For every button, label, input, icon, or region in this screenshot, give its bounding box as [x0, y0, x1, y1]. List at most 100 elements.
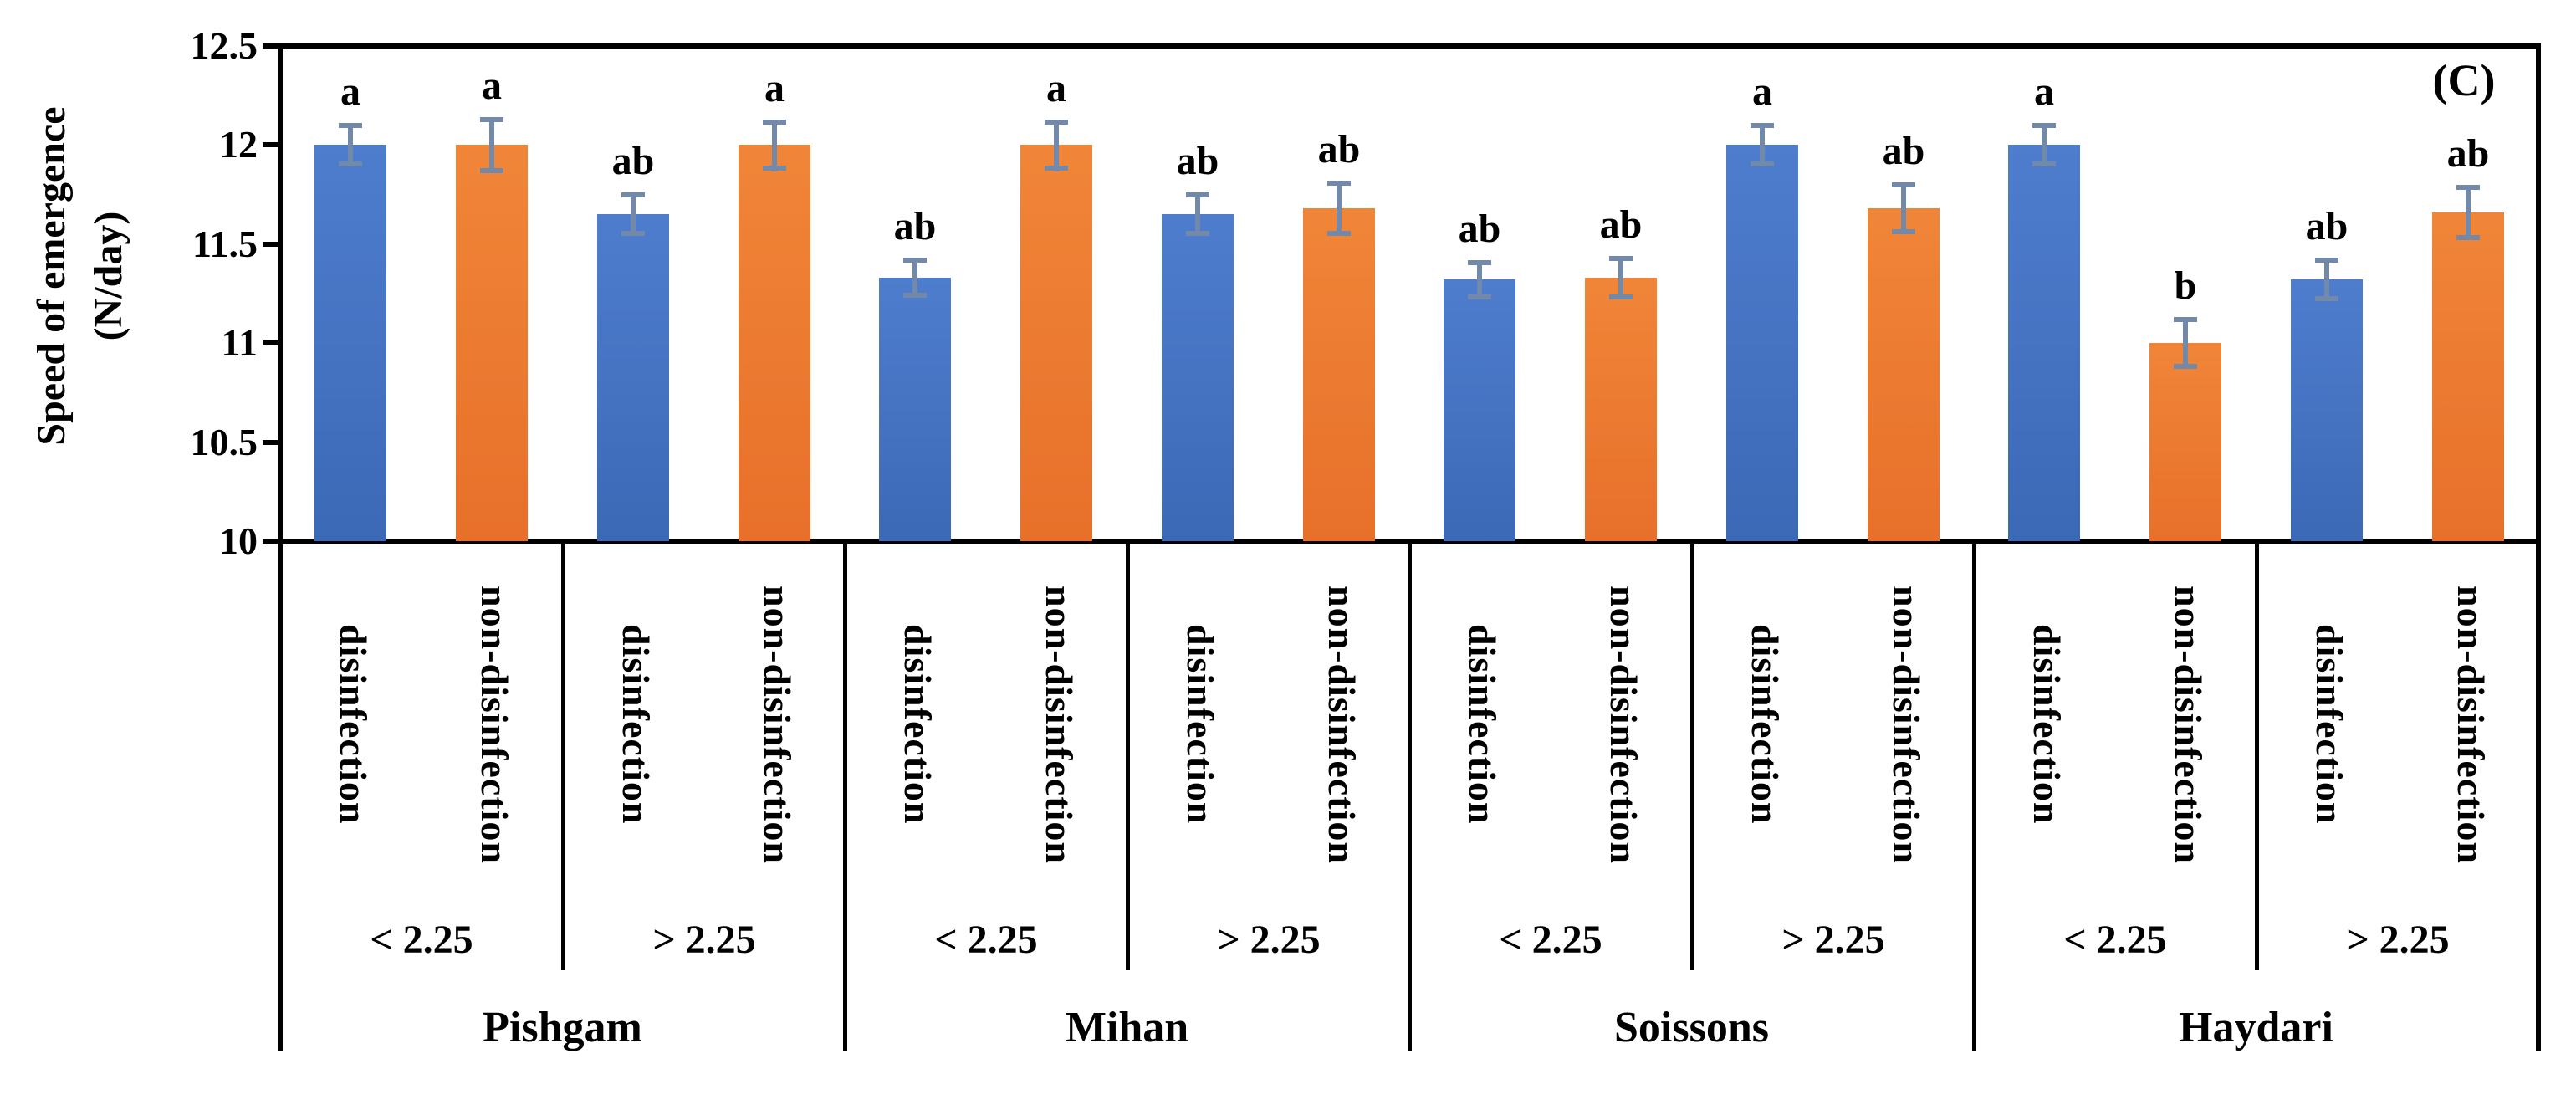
- error-bar-whisker: [772, 120, 777, 171]
- threshold-label: > 2.25: [652, 917, 756, 962]
- error-bar-cap-top: [1468, 260, 1491, 265]
- error-bar-whisker: [1901, 182, 1906, 234]
- error-bar-cap-top: [1751, 123, 1774, 128]
- error-bar-cap-bottom: [2032, 161, 2056, 166]
- error-bar-cap-bottom: [1186, 231, 1209, 236]
- threshold-label: < 2.25: [2063, 917, 2167, 962]
- error-bar-whisker: [1054, 120, 1059, 171]
- y-tick-mark: [263, 142, 278, 147]
- error-bar-cap-bottom: [1892, 229, 1915, 234]
- error-bar-cap-top: [2032, 123, 2056, 128]
- treatment-label: non-disinfection: [473, 585, 516, 864]
- panel-label: (C): [2432, 55, 2496, 105]
- error-bar-whisker: [1195, 192, 1200, 236]
- error-bar-whisker: [1477, 260, 1482, 299]
- significance-letter: a: [2034, 69, 2054, 114]
- y-tick-label: 12: [219, 123, 258, 166]
- bar: [1020, 145, 1092, 541]
- y-tick-label: 11.5: [192, 222, 258, 265]
- y-tick-mark: [263, 440, 278, 445]
- y-tick-label: 11: [221, 321, 258, 364]
- error-bar-cap-top: [621, 192, 645, 197]
- plot-border-top: [278, 43, 2541, 49]
- y-axis-line: [278, 43, 283, 1051]
- significance-letter: a: [1046, 66, 1066, 110]
- significance-letter: ab: [1882, 129, 1925, 173]
- error-bar-whisker: [2466, 185, 2471, 240]
- threshold-label: > 2.25: [1217, 917, 1321, 962]
- subgroup-separator: [1690, 541, 1694, 970]
- error-bar-cap-bottom: [763, 166, 786, 171]
- y-tick-label: 10.5: [190, 421, 258, 463]
- error-bar-cap-top: [2174, 317, 2197, 322]
- significance-letter: ab: [1176, 139, 1219, 183]
- treatment-label: disinfection: [1179, 624, 1222, 825]
- error-bar-cap-top: [903, 258, 927, 263]
- error-bar-cap-top: [480, 117, 503, 122]
- bar: [597, 214, 669, 541]
- treatment-label: non-disinfection: [756, 585, 799, 864]
- cultivar-separator: [843, 541, 847, 1051]
- treatment-label: non-disinfection: [2167, 585, 2210, 864]
- significance-letter: ab: [893, 204, 937, 248]
- bar: [2149, 343, 2221, 541]
- significance-letter: a: [482, 64, 502, 108]
- error-bar-cap-bottom: [621, 231, 645, 236]
- error-bar-cap-bottom: [2456, 235, 2480, 240]
- y-tick-mark: [263, 340, 278, 345]
- error-bar-cap-top: [2315, 258, 2338, 263]
- treatment-label: disinfection: [332, 624, 375, 825]
- error-bar-cap-bottom: [1045, 166, 1068, 171]
- y-axis-title-line1: Speed of emergence: [29, 106, 74, 446]
- bar: [1585, 278, 1657, 541]
- threshold-label: < 2.25: [370, 917, 473, 962]
- treatment-label: non-disinfection: [2450, 585, 2492, 864]
- error-bar-cap-top: [763, 120, 786, 125]
- error-bar-cap-top: [339, 123, 362, 128]
- threshold-label: < 2.25: [1499, 917, 1602, 962]
- error-bar-cap-bottom: [480, 168, 503, 173]
- treatment-label: disinfection: [1744, 624, 1786, 825]
- significance-letter: b: [2174, 263, 2197, 308]
- significance-letter: ab: [1599, 202, 1643, 247]
- error-bar-whisker: [2042, 123, 2047, 166]
- cultivar-separator: [1408, 541, 1412, 1051]
- bar: [314, 145, 386, 541]
- y-tick-mark: [263, 242, 278, 247]
- treatment-label: disinfection: [2026, 624, 2068, 825]
- bar: [2008, 145, 2080, 541]
- error-bar-whisker: [2183, 317, 2188, 369]
- treatment-label: non-disinfection: [1321, 585, 1363, 864]
- error-bar-cap-top: [1186, 192, 1209, 197]
- error-bar-whisker: [348, 123, 353, 166]
- significance-letter: ab: [2305, 204, 2349, 248]
- error-bar-cap-bottom: [2174, 364, 2197, 369]
- cultivar-separator: [1972, 541, 1976, 1051]
- significance-letter: a: [1752, 69, 1772, 114]
- threshold-label: < 2.25: [934, 917, 1038, 962]
- bar: [1303, 208, 1375, 541]
- error-bar-whisker: [1618, 256, 1623, 299]
- error-bar-cap-bottom: [1751, 161, 1774, 166]
- bar: [2291, 279, 2363, 541]
- error-bar-cap-top: [1609, 256, 1633, 261]
- bar: [739, 145, 810, 541]
- subgroup-separator: [561, 541, 565, 970]
- cultivar-label: Mihan: [1065, 1003, 1189, 1051]
- bar: [1868, 208, 1940, 541]
- treatment-label: disinfection: [897, 624, 939, 825]
- significance-letter: a: [764, 66, 785, 110]
- bar: [1726, 145, 1798, 541]
- y-tick-label: 12.5: [190, 24, 258, 67]
- treatment-label: non-disinfection: [1885, 585, 1928, 864]
- significance-letter: ab: [2446, 131, 2490, 176]
- error-bar-whisker: [489, 117, 494, 172]
- error-bar-cap-top: [1892, 182, 1915, 187]
- cultivar-label: Pishgam: [483, 1003, 642, 1051]
- treatment-label: non-disinfection: [1602, 585, 1645, 864]
- y-tick-mark: [263, 43, 278, 49]
- error-bar-cap-bottom: [1468, 294, 1491, 299]
- cultivar-label: Haydari: [2179, 1003, 2333, 1051]
- error-bar-whisker: [1760, 123, 1765, 166]
